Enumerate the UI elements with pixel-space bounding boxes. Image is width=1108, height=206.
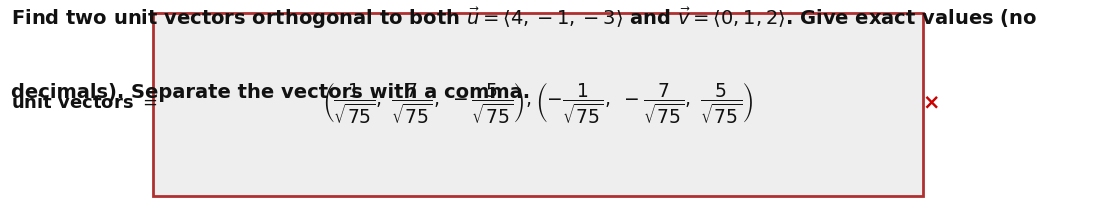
Text: unit vectors $=$: unit vectors $=$: [11, 94, 157, 112]
Text: $\left( \dfrac{1}{\sqrt{75}},\ \dfrac{7}{\sqrt{75}},\ -\dfrac{5}{\sqrt{75}} \rig: $\left( \dfrac{1}{\sqrt{75}},\ \dfrac{7}…: [321, 81, 753, 125]
Text: Find two unit vectors orthogonal to both $\vec{u} = \langle 4, -1, -3 \rangle$ a: Find two unit vectors orthogonal to both…: [11, 6, 1037, 31]
FancyBboxPatch shape: [153, 14, 923, 196]
Text: $\mathbf{\times}$: $\mathbf{\times}$: [922, 93, 940, 113]
Text: decimals). Separate the vectors with a comma.: decimals). Separate the vectors with a c…: [11, 82, 531, 101]
